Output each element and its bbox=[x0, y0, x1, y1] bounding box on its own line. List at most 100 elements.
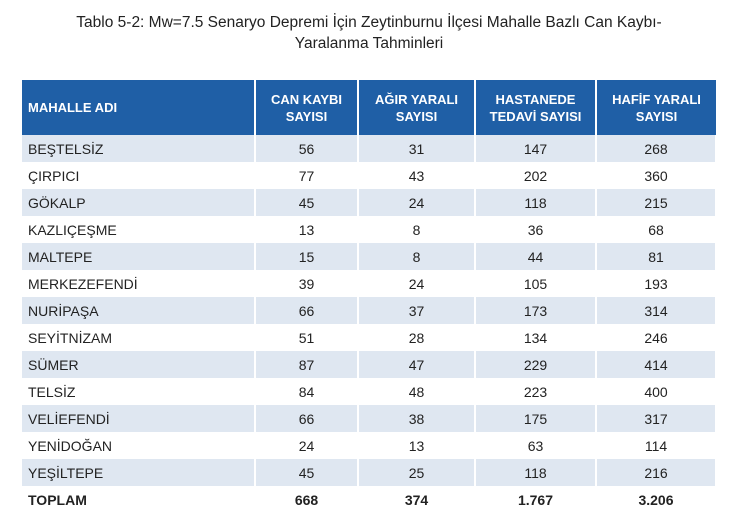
column-header: HAFİF YARALI SAYISI bbox=[596, 80, 716, 135]
cell: 147 bbox=[475, 135, 597, 162]
cell: 8 bbox=[358, 216, 476, 243]
row-label: BEŞTELSİZ bbox=[22, 135, 256, 162]
column-header: HASTANEDE TEDAVİ SAYISI bbox=[475, 80, 597, 135]
cell: 134 bbox=[475, 324, 597, 351]
cell: 24 bbox=[358, 189, 476, 216]
row-label: TELSİZ bbox=[22, 378, 256, 405]
cell: 268 bbox=[596, 135, 717, 162]
cell: 193 bbox=[596, 270, 717, 297]
cell: 246 bbox=[596, 324, 717, 351]
cell: 175 bbox=[475, 405, 597, 432]
table-row: TELSİZ 84 48 223 400 bbox=[22, 378, 717, 405]
cell: 13 bbox=[358, 432, 476, 459]
cell: 25 bbox=[358, 459, 476, 486]
cell: 400 bbox=[596, 378, 717, 405]
table-row: ÇIRPICI 77 43 202 360 bbox=[22, 162, 717, 189]
cell: 56 bbox=[255, 135, 359, 162]
cell: 81 bbox=[596, 243, 717, 270]
total-cell: 3.206 bbox=[596, 486, 717, 513]
row-label: GÖKALP bbox=[22, 189, 256, 216]
cell: 24 bbox=[255, 432, 359, 459]
cell: 38 bbox=[358, 405, 476, 432]
cell: 31 bbox=[358, 135, 476, 162]
header-line: SAYISI bbox=[395, 108, 438, 124]
cell: 36 bbox=[475, 216, 597, 243]
table-row: SEYİTNİZAM 51 28 134 246 bbox=[22, 324, 717, 351]
cell: 8 bbox=[358, 243, 476, 270]
cell: 28 bbox=[358, 324, 476, 351]
total-row: TOPLAM 668 374 1.767 3.206 bbox=[22, 486, 717, 513]
cell: 173 bbox=[475, 297, 597, 324]
table: MAHALLE ADI CAN KAYBI SAYISI AĞIR YARALI SAY… bbox=[22, 80, 717, 513]
cell: 13 bbox=[255, 216, 359, 243]
cell: 51 bbox=[255, 324, 359, 351]
cell: 114 bbox=[596, 432, 717, 459]
table-row: GÖKALP 45 24 118 215 bbox=[22, 189, 717, 216]
cell: 48 bbox=[358, 378, 476, 405]
table-row: YEŞİLTEPE 45 25 118 216 bbox=[22, 459, 717, 486]
row-label: MALTEPE bbox=[22, 243, 256, 270]
cell: 229 bbox=[475, 351, 597, 378]
header-line: TEDAVİ SAYISI bbox=[489, 108, 582, 124]
table-row: YENİDOĞAN 24 13 63 114 bbox=[22, 432, 717, 459]
table-row: SÜMER 87 47 229 414 bbox=[22, 351, 717, 378]
column-header: CAN KAYBI SAYISI bbox=[255, 80, 359, 135]
header-line: MAHALLE ADI bbox=[28, 100, 118, 115]
cell: 44 bbox=[475, 243, 597, 270]
cell: 105 bbox=[475, 270, 597, 297]
header-line: SAYISI bbox=[285, 108, 328, 124]
header-line: HAFİF YARALI bbox=[612, 91, 701, 107]
cell: 87 bbox=[255, 351, 359, 378]
table-row: MERKEZEFENDİ 39 24 105 193 bbox=[22, 270, 717, 297]
table-body: BEŞTELSİZ 56 31 147 268 ÇIRPICI 77 43 202 360 GÖKA… bbox=[22, 135, 717, 513]
title-line: Tablo 5-2: Mw=7.5 Senaryo Depremi İçin Z… bbox=[76, 14, 662, 31]
row-label: ÇIRPICI bbox=[22, 162, 256, 189]
cell: 24 bbox=[358, 270, 476, 297]
table-row: NURİPAŞA 66 37 173 314 bbox=[22, 297, 717, 324]
cell: 77 bbox=[255, 162, 359, 189]
column-header: AĞIR YARALI SAYISI bbox=[358, 80, 476, 135]
cell: 215 bbox=[596, 189, 717, 216]
header-row: MAHALLE ADI CAN KAYBI SAYISI AĞIR YARALI SAY… bbox=[22, 80, 716, 135]
row-label: SÜMER bbox=[22, 351, 256, 378]
title-line: Yaralanma Tahminleri bbox=[294, 35, 444, 52]
cell: 414 bbox=[596, 351, 717, 378]
total-cell: 374 bbox=[358, 486, 476, 513]
table-row: BEŞTELSİZ 56 31 147 268 bbox=[22, 135, 717, 162]
cell: 202 bbox=[475, 162, 597, 189]
table-row: VELİEFENDİ 66 38 175 317 bbox=[22, 405, 717, 432]
cell: 45 bbox=[255, 459, 359, 486]
cell: 63 bbox=[475, 432, 597, 459]
row-label: VELİEFENDİ bbox=[22, 405, 256, 432]
cell: 314 bbox=[596, 297, 717, 324]
cell: 43 bbox=[358, 162, 476, 189]
cell: 66 bbox=[255, 297, 359, 324]
cell: 223 bbox=[475, 378, 597, 405]
cell: 45 bbox=[255, 189, 359, 216]
cell: 360 bbox=[596, 162, 717, 189]
cell: 68 bbox=[596, 216, 717, 243]
total-cell: 1.767 bbox=[475, 486, 597, 513]
cell: 118 bbox=[475, 459, 597, 486]
total-cell: 668 bbox=[255, 486, 359, 513]
header-line: CAN KAYBI bbox=[270, 91, 343, 107]
cell: 216 bbox=[596, 459, 717, 486]
row-label: YEŞİLTEPE bbox=[22, 459, 256, 486]
row-label: KAZLIÇEŞME bbox=[22, 216, 256, 243]
cell: 47 bbox=[358, 351, 476, 378]
cell: 37 bbox=[358, 297, 476, 324]
cell: 317 bbox=[596, 405, 717, 432]
table-row: MALTEPE 15 8 44 81 bbox=[22, 243, 717, 270]
column-header: MAHALLE ADI bbox=[22, 80, 256, 135]
row-label: YENİDOĞAN bbox=[22, 432, 256, 459]
cell: 15 bbox=[255, 243, 359, 270]
total-label: TOPLAM bbox=[22, 486, 256, 513]
row-label: MERKEZEFENDİ bbox=[22, 270, 256, 297]
table-row: KAZLIÇEŞME 13 8 36 68 bbox=[22, 216, 717, 243]
header-line: AĞIR YARALI bbox=[374, 91, 459, 107]
cell: 118 bbox=[475, 189, 597, 216]
cell: 84 bbox=[255, 378, 359, 405]
cell: 39 bbox=[255, 270, 359, 297]
title: Tablo 5-2: Mw=7.5 Senaryo Depremi İçin Z… bbox=[0, 0, 738, 56]
